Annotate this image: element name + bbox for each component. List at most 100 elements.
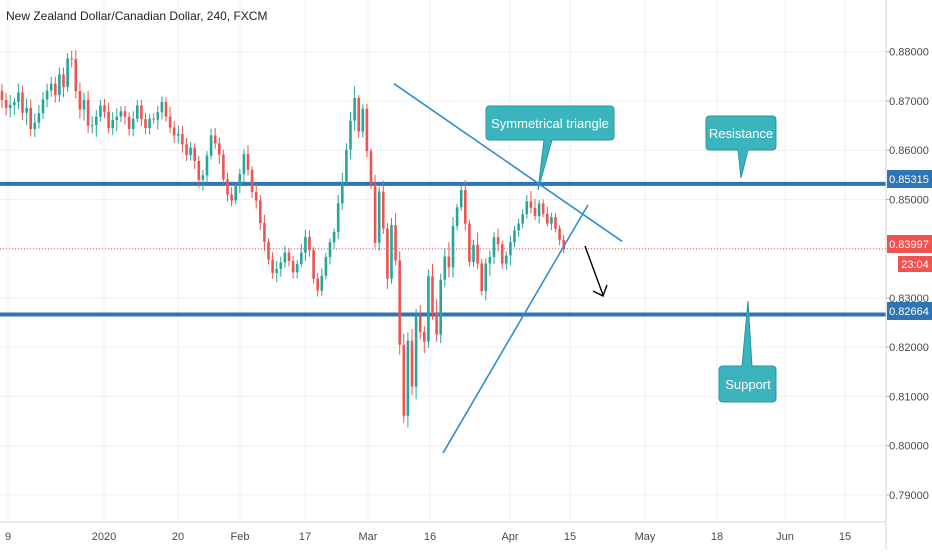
candle bbox=[398, 251, 401, 355]
candle bbox=[4, 93, 8, 116]
candle-body bbox=[238, 173, 242, 187]
candle bbox=[418, 304, 422, 340]
candle-body bbox=[177, 133, 180, 136]
candle-body bbox=[25, 107, 28, 113]
time-tick-label: Mar bbox=[359, 531, 378, 543]
candle bbox=[107, 102, 110, 134]
time-tick-label: 18 bbox=[711, 531, 723, 543]
time-tick-label: 20 bbox=[172, 531, 184, 543]
candle bbox=[205, 151, 209, 183]
candle-body bbox=[246, 154, 250, 170]
candle bbox=[168, 106, 172, 133]
price-tick-label: 0.80000 bbox=[889, 441, 929, 453]
candle bbox=[369, 148, 373, 189]
candle bbox=[554, 213, 557, 233]
candle-body bbox=[33, 122, 37, 130]
candle bbox=[390, 218, 393, 284]
candle-body bbox=[316, 278, 319, 291]
candle-body bbox=[423, 331, 426, 342]
candle bbox=[238, 168, 242, 194]
candle-body bbox=[189, 147, 192, 156]
candle bbox=[152, 113, 155, 124]
candle-body bbox=[365, 108, 369, 152]
projection-arrow bbox=[584, 245, 608, 297]
time-axis[interactable]: 9 2020 20 Feb 17 Mar 16 Apr 15 May 18 Jun 15 bbox=[0, 521, 886, 543]
candle bbox=[414, 308, 418, 400]
candle-body bbox=[197, 161, 201, 180]
candle-body bbox=[0, 91, 4, 100]
resistance-label: Resistance bbox=[709, 126, 773, 141]
chart-title: New Zealand Dollar/Canadian Dollar, 240,… bbox=[6, 9, 267, 23]
symmetrical-triangle-callout[interactable]: Symmetrical triangle bbox=[485, 105, 615, 191]
candle bbox=[447, 242, 451, 278]
candle-body bbox=[558, 228, 561, 240]
candle-body bbox=[472, 244, 475, 262]
candle bbox=[222, 149, 225, 187]
trendlines bbox=[393, 83, 623, 454]
candle-body bbox=[382, 191, 385, 229]
candle bbox=[78, 82, 82, 119]
triangle-upper-trendline[interactable] bbox=[393, 83, 623, 242]
candle bbox=[13, 97, 16, 115]
candle-body bbox=[226, 179, 229, 195]
candle bbox=[74, 50, 78, 99]
candle bbox=[209, 128, 213, 160]
candle-body bbox=[435, 312, 438, 335]
candle-body bbox=[213, 135, 217, 144]
candle-body bbox=[398, 260, 401, 345]
candle bbox=[562, 234, 565, 254]
candle-body bbox=[304, 236, 307, 253]
candle-body bbox=[201, 175, 205, 180]
candle-body bbox=[54, 83, 57, 96]
candle-body bbox=[82, 99, 86, 110]
candle-body bbox=[41, 99, 45, 114]
price-tick-label: 0.87000 bbox=[889, 96, 929, 108]
candle-body bbox=[480, 263, 483, 292]
candle bbox=[402, 333, 406, 424]
support-callout[interactable]: Support bbox=[718, 300, 777, 403]
resistance-callout[interactable]: Resistance bbox=[705, 115, 777, 179]
candle bbox=[345, 143, 348, 185]
candle bbox=[193, 143, 196, 169]
candle-body bbox=[410, 340, 414, 387]
candle-body bbox=[488, 257, 492, 264]
candle-body bbox=[427, 276, 430, 342]
candle bbox=[45, 83, 49, 108]
candle-body bbox=[115, 116, 119, 121]
candle bbox=[287, 248, 291, 267]
current-price-tag bbox=[887, 235, 932, 253]
candle-body bbox=[49, 83, 53, 91]
horizontal-levels bbox=[0, 181, 886, 317]
candle-body bbox=[254, 192, 258, 201]
price-axis[interactable]: 0.880000.870000.860000.850000.840000.830… bbox=[885, 0, 929, 550]
candle bbox=[33, 113, 37, 137]
candle bbox=[382, 180, 385, 234]
candle bbox=[529, 191, 533, 214]
candle bbox=[455, 203, 459, 231]
time-tick-label: 16 bbox=[424, 531, 436, 543]
candle-body bbox=[29, 107, 32, 130]
candle bbox=[308, 230, 311, 257]
candle-body bbox=[451, 226, 455, 268]
triangle-lower-trendline[interactable] bbox=[442, 204, 589, 454]
candle bbox=[123, 105, 127, 125]
candle-body bbox=[513, 230, 516, 243]
candle bbox=[361, 104, 365, 138]
candle-body bbox=[234, 186, 237, 201]
candle-body bbox=[357, 97, 360, 132]
candle bbox=[377, 186, 381, 251]
candle-body bbox=[86, 99, 90, 126]
candle-body bbox=[464, 190, 467, 224]
candle bbox=[435, 298, 438, 342]
candle bbox=[111, 112, 114, 135]
candle-body bbox=[156, 112, 160, 120]
time-tick-label: Jun bbox=[776, 531, 794, 543]
price-tick-label: 0.81000 bbox=[889, 391, 929, 403]
candle-body bbox=[394, 225, 397, 261]
candle-body bbox=[341, 181, 344, 204]
candle bbox=[90, 116, 94, 134]
candle-body bbox=[550, 217, 553, 224]
candle-body bbox=[123, 111, 127, 117]
candle bbox=[267, 238, 270, 265]
